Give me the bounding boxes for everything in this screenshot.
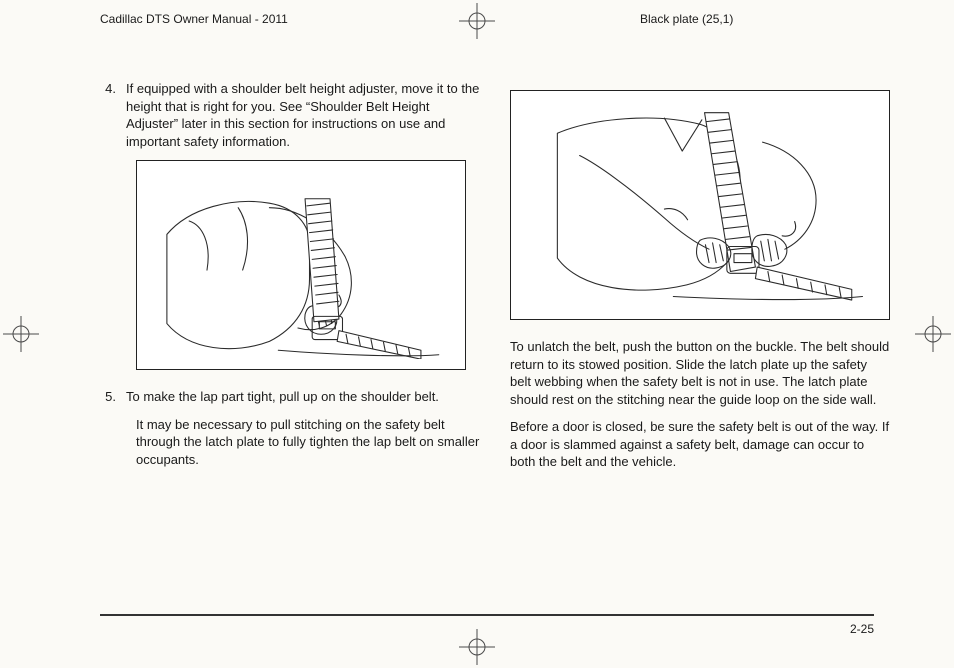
right-para-2: Before a door is closed, be sure the saf… — [510, 418, 890, 471]
list-text: If equipped with a shoulder belt height … — [126, 80, 480, 150]
list-item-5-para2: It may be necessary to pull stitching on… — [136, 416, 480, 469]
list-item-5: 5. To make the lap part tight, pull up o… — [100, 388, 480, 406]
list-text: To make the lap part tight, pull up on t… — [126, 388, 480, 406]
list-item-4: 4. If equipped with a shoulder belt heig… — [100, 80, 480, 150]
right-column: To unlatch the belt, push the button on … — [510, 80, 890, 481]
figure-seatbelt-latch — [136, 160, 466, 370]
list-number: 5. — [100, 388, 126, 406]
registration-mark-right — [915, 316, 951, 352]
left-column: 4. If equipped with a shoulder belt heig… — [100, 80, 480, 468]
seatbelt-latch-svg — [153, 172, 448, 359]
right-para-1: To unlatch the belt, push the button on … — [510, 338, 890, 408]
page-header: Cadillac DTS Owner Manual - 2011 Black p… — [0, 12, 954, 36]
footer-rule — [100, 614, 874, 616]
page-number: 2-25 — [850, 622, 874, 636]
list-number: 4. — [100, 80, 126, 150]
seatbelt-unlatch-svg — [530, 102, 870, 307]
page-content: 4. If equipped with a shoulder belt heig… — [100, 80, 874, 598]
figure-seatbelt-unlatch — [510, 90, 890, 320]
header-left-text: Cadillac DTS Owner Manual - 2011 — [100, 12, 288, 26]
registration-mark-left — [3, 316, 39, 352]
header-right-text: Black plate (25,1) — [640, 12, 733, 26]
registration-mark-bottom — [459, 629, 495, 665]
